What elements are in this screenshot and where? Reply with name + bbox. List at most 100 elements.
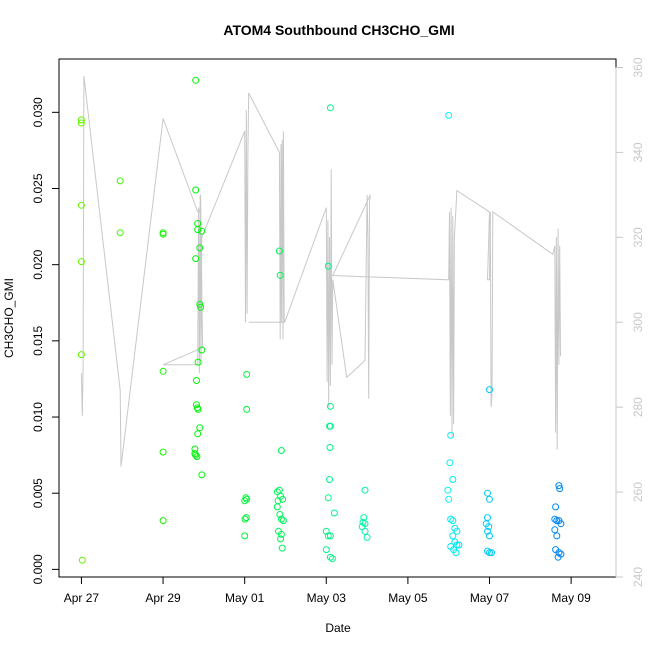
- data-point: [275, 247, 283, 255]
- data-point: [486, 386, 493, 394]
- data-point: [557, 520, 565, 528]
- data-point: [277, 515, 285, 523]
- x-tick-label: May 09: [551, 591, 591, 605]
- data-point: [243, 405, 251, 413]
- data-point: [278, 544, 286, 552]
- data-point: [484, 514, 491, 522]
- data-point: [77, 258, 85, 266]
- data-point: [242, 514, 250, 522]
- data-point: [193, 377, 200, 384]
- chart-title: ATOM4 Southbound CH3CHO_GMI: [223, 22, 454, 38]
- data-point: [484, 527, 491, 535]
- data-point: [484, 489, 491, 497]
- y-tick-label: 0.005: [31, 478, 45, 508]
- y2-tick-label: 340: [631, 142, 645, 162]
- data-point: [159, 367, 167, 375]
- data-point: [326, 476, 333, 483]
- data-point: [324, 494, 332, 502]
- data-point: [192, 255, 200, 263]
- data-point: [198, 227, 206, 235]
- data-point: [243, 370, 251, 378]
- data-point: [446, 459, 454, 467]
- data-point: [198, 346, 206, 354]
- data-point: [277, 447, 285, 454]
- data-point: [279, 517, 287, 525]
- data-point: [326, 402, 334, 410]
- x-tick-label: Apr 27: [64, 591, 100, 605]
- data-point: [192, 451, 200, 459]
- data-point: [326, 422, 334, 430]
- y2-tick-label: 320: [631, 227, 645, 247]
- data-point: [277, 530, 285, 538]
- y2-tick-label: 360: [631, 57, 645, 77]
- data-point: [486, 549, 493, 557]
- data-point: [116, 229, 124, 237]
- data-point: [330, 509, 338, 517]
- data-point: [552, 503, 560, 511]
- y2-tick-label: 240: [631, 567, 645, 587]
- data-point: [449, 517, 457, 525]
- y-axis-label: CH3CHO_GMI: [2, 278, 16, 358]
- data-point: [452, 549, 460, 557]
- y-tick-label: 0.025: [31, 173, 45, 203]
- y2-tick-label: 280: [631, 397, 645, 417]
- data-point: [328, 555, 336, 563]
- data-point: [553, 532, 561, 540]
- x-axis: Apr 27 Apr 29 May 01 May 03 May 05 May 07 May …: [64, 576, 591, 605]
- x-tick-label: May 07: [470, 591, 510, 605]
- data-point: [488, 549, 495, 557]
- data-point: [194, 430, 202, 438]
- y-tick-label: 0.015: [31, 326, 45, 356]
- data-point: [486, 532, 493, 540]
- x-tick-label: May 05: [388, 591, 428, 605]
- data-point: [326, 553, 334, 561]
- x-axis-label: Date: [325, 621, 351, 635]
- data-point: [159, 448, 167, 456]
- data-point: [453, 541, 461, 549]
- x-tick-label: Apr 29: [145, 591, 181, 605]
- y2-axis: 240 260 280 300 320 340 360: [615, 57, 645, 587]
- secondary-series-line: [80, 75, 561, 467]
- x-tick-label: May 03: [307, 591, 347, 605]
- data-point: [196, 244, 204, 252]
- y2-tick-label: 260: [631, 482, 645, 502]
- data-point: [359, 518, 367, 526]
- data-point: [556, 485, 564, 493]
- points-layer: [77, 76, 565, 564]
- data-point: [555, 482, 563, 490]
- data-point: [277, 535, 285, 543]
- data-point: [78, 556, 86, 564]
- data-point: [484, 547, 491, 555]
- data-point: [486, 495, 493, 503]
- data-point: [445, 111, 453, 119]
- data-point: [116, 177, 124, 185]
- secondary-line-layer: [80, 75, 561, 467]
- data-point: [159, 230, 167, 238]
- y2-tick-label: 300: [631, 312, 645, 332]
- data-point: [196, 300, 204, 308]
- data-point: [326, 444, 334, 451]
- data-point: [279, 495, 287, 503]
- data-point: [194, 405, 202, 413]
- data-point: [551, 515, 559, 523]
- data-point: [273, 503, 281, 511]
- data-point: [77, 119, 85, 127]
- data-point: [326, 104, 334, 112]
- data-point: [324, 262, 332, 270]
- data-point: [77, 351, 85, 359]
- data-point: [363, 533, 371, 541]
- y-tick-label: 0.000: [31, 554, 45, 584]
- data-point: [241, 515, 249, 523]
- x-tick-label: May 01: [225, 591, 265, 605]
- data-point: [196, 424, 204, 432]
- data-point: [193, 453, 201, 461]
- data-point: [198, 471, 206, 479]
- data-point: [77, 116, 85, 124]
- data-point: [276, 511, 284, 518]
- data-point: [445, 495, 453, 503]
- data-point: [243, 495, 251, 503]
- data-point: [555, 549, 563, 557]
- data-point: [554, 553, 562, 561]
- data-point: [322, 527, 330, 535]
